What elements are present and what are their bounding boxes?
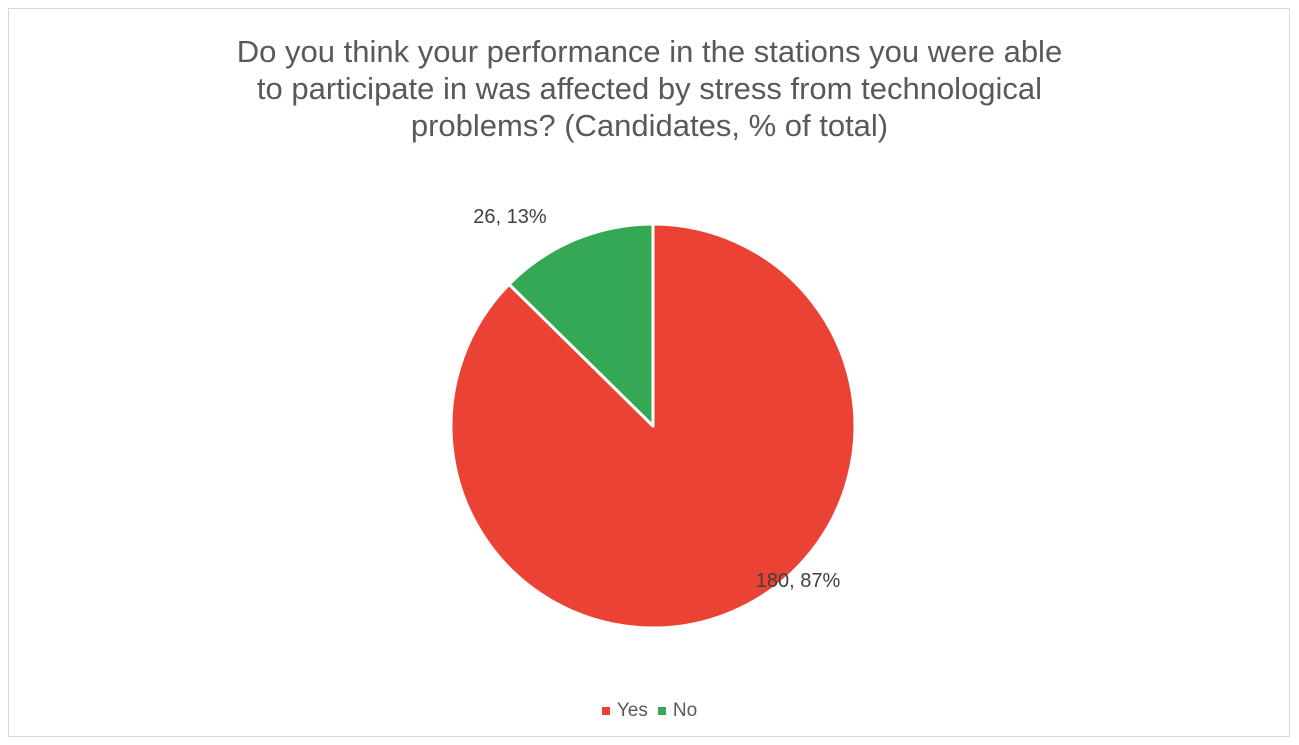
legend-item-no: No (657, 700, 698, 722)
legend: Yes No (0, 700, 1299, 722)
legend-label-yes: Yes (616, 700, 648, 721)
pie-slices (449, 222, 857, 630)
data-label-yes: 180, 87% (756, 570, 841, 592)
chart-title: Do you think your performance in the sta… (0, 33, 1299, 144)
chart-title-line-1: Do you think your performance in the sta… (236, 34, 1063, 69)
legend-swatch-no (657, 707, 666, 715)
legend-swatch-yes (601, 707, 610, 715)
legend-label-no: No (672, 700, 698, 721)
chart-title-line-2: to participate in was affected by stress… (256, 71, 1043, 106)
pie-slice-no (507, 222, 655, 428)
data-label-no: 26, 13% (473, 206, 547, 228)
legend-item-yes: Yes (601, 700, 648, 722)
chart-title-line-3: problems? (Candidates, % of total) (410, 108, 889, 143)
